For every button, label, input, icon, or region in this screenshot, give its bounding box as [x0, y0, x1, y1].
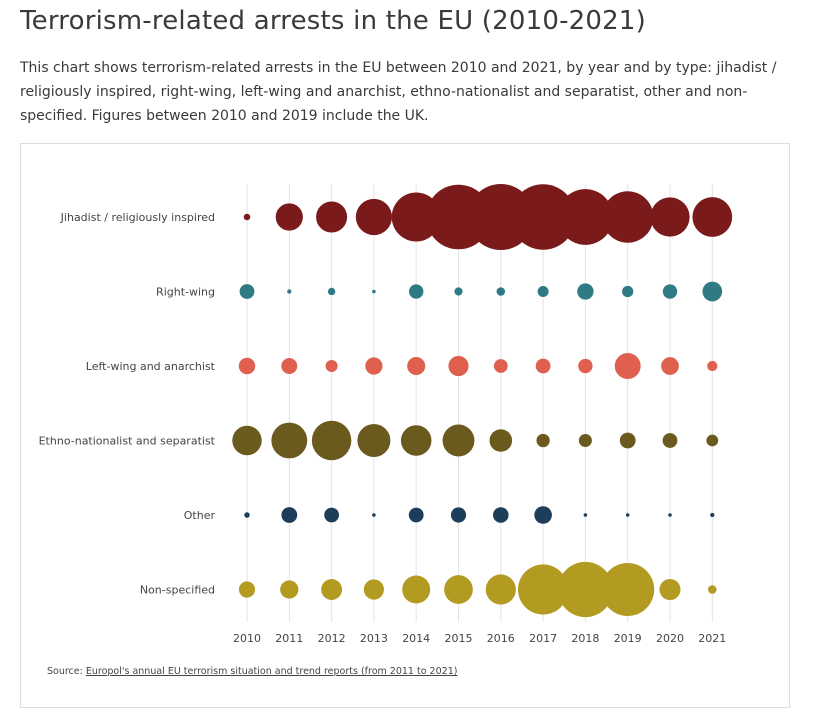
bubble-4-2014 [408, 507, 424, 523]
x-tick-label: 2020 [656, 632, 684, 645]
bubble-4-2018 [583, 513, 588, 517]
row-label: Right-wing [156, 286, 215, 299]
bubble-0-2019 [601, 191, 654, 243]
bubble-2-2017 [535, 358, 551, 374]
row-label: Non-specified [140, 584, 215, 597]
row-label: Jihadist / religiously inspired [60, 211, 215, 224]
x-tick-label: 2017 [529, 632, 557, 645]
bubble-1-2020 [662, 284, 678, 299]
bubble-2-2010 [238, 357, 256, 375]
x-tick-label: 2019 [614, 632, 642, 645]
bubble-3-2019 [619, 432, 636, 449]
source-prefix: Source: [47, 666, 86, 677]
bubble-5-2019 [601, 563, 655, 616]
x-tick-label: 2018 [571, 632, 599, 645]
bubble-4-2010 [244, 512, 250, 518]
bubble-1-2012 [327, 287, 336, 296]
bubble-3-2020 [662, 433, 678, 448]
bubble-3-2014 [400, 425, 432, 456]
x-tick-label: 2016 [487, 632, 515, 645]
bubble-3-2010 [232, 425, 262, 456]
bubble-1-2017 [537, 285, 549, 298]
x-tick-label: 2021 [698, 632, 726, 645]
bubble-3-2016 [489, 429, 513, 452]
bubble-1-2010 [239, 284, 255, 299]
bubble-4-2012 [324, 507, 339, 523]
bubble-3-2018 [578, 433, 592, 448]
bubble-0-2014 [391, 192, 441, 242]
bubble-2-2019 [614, 353, 641, 379]
row-label: Left-wing and anarchist [86, 360, 216, 373]
bubble-2-2014 [407, 356, 426, 376]
bubble-2-2015 [448, 355, 469, 377]
bubble-4-2020 [668, 513, 672, 517]
bubble-3-2013 [357, 423, 391, 458]
bubble-0-2017 [510, 184, 576, 250]
bubble-5-2017 [518, 564, 569, 615]
bubble-5-2014 [402, 575, 431, 604]
bubble-5-2010 [238, 581, 256, 598]
bubble-1-2018 [577, 283, 594, 300]
bubble-0-2013 [355, 198, 392, 236]
source-link[interactable]: Europol's annual EU terrorism situation … [85, 666, 458, 677]
bubble-4-2013 [372, 513, 376, 517]
bubble-2-2018 [578, 358, 593, 374]
bubble-5-2012 [321, 579, 343, 600]
bubble-5-2020 [659, 578, 681, 601]
bubble-1-2015 [454, 287, 463, 296]
bubble-2-2013 [365, 357, 383, 375]
bubble-5-2015 [444, 575, 473, 604]
bubble-0-2012 [316, 201, 348, 233]
bubble-3-2021 [706, 434, 719, 447]
bubble-4-2017 [534, 506, 552, 524]
chart-container: 2010 2011 2012 2013 2014 2015 2016 2017 2018 2019… [20, 143, 790, 708]
source-note: Source: Europol's annual EU terrorism si… [47, 666, 457, 677]
bubble-5-2013 [363, 579, 384, 600]
bubble-1-2013 [372, 289, 376, 294]
bubble-2-2021 [707, 360, 718, 372]
bubble-0-2021 [692, 197, 733, 237]
chart-description: This chart shows terrorism-related arres… [20, 60, 777, 124]
x-tick-label: 2013 [360, 632, 388, 645]
bubble-2-2016 [493, 359, 508, 373]
bubble-5-2016 [485, 574, 516, 605]
bubble-5-2021 [708, 585, 717, 594]
row-label: Other [184, 509, 216, 522]
bubble-0-2020 [650, 197, 690, 237]
bubble-0-2018 [557, 189, 614, 245]
bubble-1-2016 [496, 287, 506, 296]
x-tick-label: 2015 [445, 632, 473, 645]
x-tick-label: 2012 [318, 632, 346, 645]
bubble-0-2010 [243, 213, 251, 221]
x-tick-label: 2010 [233, 632, 261, 645]
bubble-4-2016 [493, 507, 509, 523]
bubble-1-2011 [287, 289, 292, 294]
bubble-1-2014 [409, 284, 424, 299]
bubble-5-2011 [280, 580, 299, 599]
bubble-1-2021 [702, 281, 723, 302]
bubble-5-2018 [557, 561, 613, 618]
bubble-4-2021 [710, 512, 715, 518]
bubble-3-2012 [311, 420, 352, 461]
bubble-3-2015 [442, 424, 475, 457]
row-label: Ethno-nationalist and separatist [39, 435, 216, 448]
bubble-2-2020 [661, 357, 679, 375]
bubble-4-2015 [450, 507, 467, 523]
bubble-4-2011 [281, 507, 298, 523]
bubble-3-2017 [536, 433, 550, 448]
bubble-3-2011 [271, 422, 308, 459]
bubble-2-2012 [325, 359, 338, 373]
page-title: Terrorism-related arrests in the EU (201… [20, 6, 646, 36]
bubble-chart: 2010 2011 2012 2013 2014 2015 2016 2017 2018 2019… [39, 184, 733, 645]
x-tick-label: 2014 [402, 632, 430, 645]
x-tick-label: 2011 [275, 632, 303, 645]
bubble-1-2019 [622, 285, 634, 298]
bubble-0-2011 [275, 203, 303, 231]
bubble-2-2011 [281, 358, 298, 374]
bubble-4-2019 [625, 513, 630, 517]
